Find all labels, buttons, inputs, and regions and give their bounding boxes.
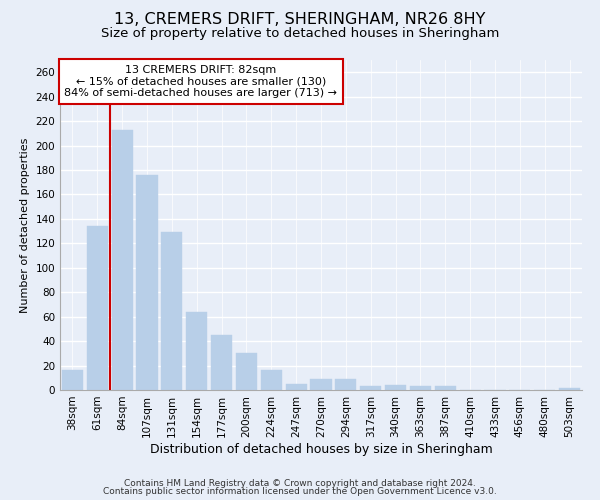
Bar	[360, 386, 381, 390]
Y-axis label: Number of detached properties: Number of detached properties	[20, 138, 30, 312]
Bar	[186, 312, 207, 390]
Bar	[211, 335, 232, 390]
Bar	[87, 226, 108, 390]
Bar	[435, 386, 456, 390]
Bar	[335, 379, 356, 390]
Text: Contains HM Land Registry data © Crown copyright and database right 2024.: Contains HM Land Registry data © Crown c…	[124, 478, 476, 488]
Bar	[136, 175, 158, 390]
Bar	[261, 370, 282, 390]
Bar	[286, 384, 307, 390]
Bar	[62, 370, 83, 390]
X-axis label: Distribution of detached houses by size in Sheringham: Distribution of detached houses by size …	[149, 442, 493, 456]
Bar	[236, 354, 257, 390]
Bar	[410, 386, 431, 390]
Bar	[161, 232, 182, 390]
Bar	[385, 385, 406, 390]
Bar	[112, 130, 133, 390]
Bar	[310, 379, 332, 390]
Text: 13, CREMERS DRIFT, SHERINGHAM, NR26 8HY: 13, CREMERS DRIFT, SHERINGHAM, NR26 8HY	[115, 12, 485, 28]
Text: Size of property relative to detached houses in Sheringham: Size of property relative to detached ho…	[101, 28, 499, 40]
Text: 13 CREMERS DRIFT: 82sqm
← 15% of detached houses are smaller (130)
84% of semi-d: 13 CREMERS DRIFT: 82sqm ← 15% of detache…	[64, 65, 337, 98]
Bar	[559, 388, 580, 390]
Text: Contains public sector information licensed under the Open Government Licence v3: Contains public sector information licen…	[103, 487, 497, 496]
